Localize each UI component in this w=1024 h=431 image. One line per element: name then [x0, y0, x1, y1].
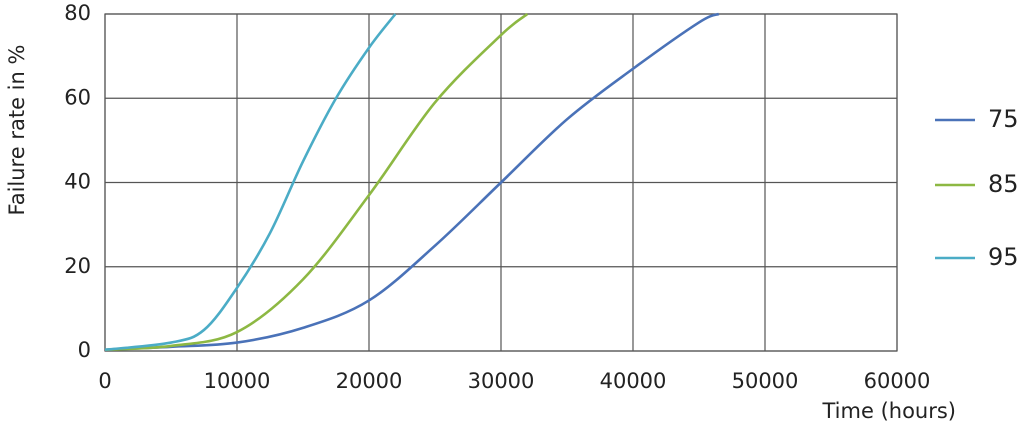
x-tick-label: 10000	[204, 369, 271, 393]
y-tick-label: 60	[64, 85, 91, 109]
x-tick-label: 30000	[468, 369, 535, 393]
y-axis-label: Failure rate in %	[5, 45, 29, 216]
series-line	[104, 12, 529, 352]
y-tick-label: 80	[64, 1, 91, 25]
legend-label: 95	[988, 243, 1019, 271]
plot-frame	[104, 13, 898, 352]
series-line	[104, 13, 397, 352]
x-axis-label: Time (hours)	[822, 399, 957, 423]
legend-label: 75	[988, 105, 1019, 133]
y-tick-label: 20	[64, 254, 91, 278]
y-tick-label: 0	[78, 338, 91, 362]
x-tick-label: 60000	[864, 369, 931, 393]
legend-label: 85	[988, 170, 1019, 198]
x-tick-label: 0	[98, 369, 111, 393]
x-tick-label: 50000	[732, 369, 799, 393]
y-tick-label: 40	[64, 170, 91, 194]
x-tick-label: 40000	[600, 369, 667, 393]
x-tick-label: 20000	[336, 369, 403, 393]
series-line	[104, 12, 720, 352]
